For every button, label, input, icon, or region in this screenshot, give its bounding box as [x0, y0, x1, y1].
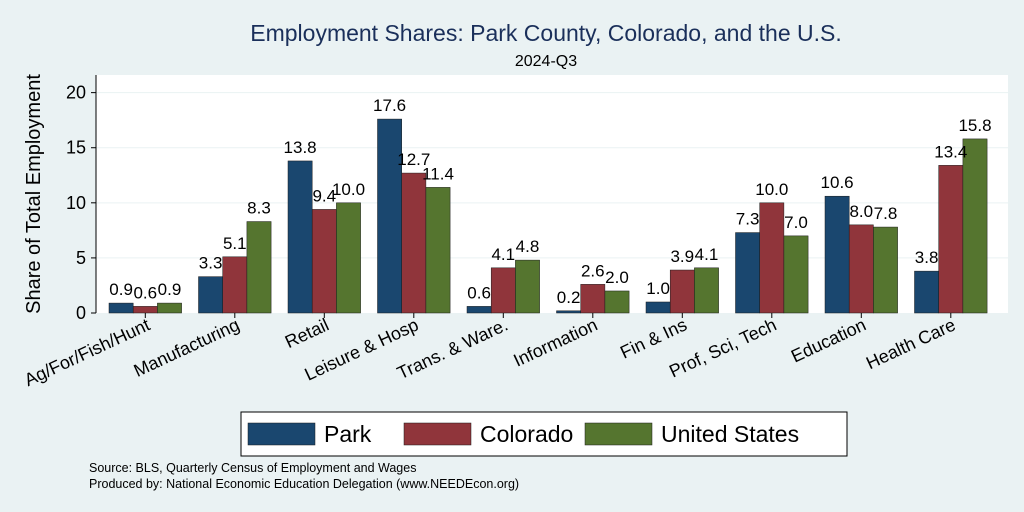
data-label: 8.0: [849, 202, 873, 221]
data-label: 15.8: [958, 116, 991, 135]
y-axis: 0 5 10 15 20: [66, 75, 97, 323]
bar-park: [735, 232, 760, 314]
legend-box: [240, 411, 848, 457]
bar-colorado: [311, 209, 337, 314]
data-label: 8.3: [247, 199, 271, 218]
data-label: 7.3: [736, 210, 760, 229]
data-label: 0.6: [467, 283, 491, 302]
bar-park: [466, 306, 492, 314]
data-label: 0.2: [557, 288, 581, 307]
data-label: 4.8: [516, 237, 540, 256]
legend: Park Colorado United States: [240, 411, 848, 457]
data-label: 13.8: [284, 138, 317, 157]
bar-park: [556, 310, 581, 314]
data-label: 4.1: [695, 245, 719, 264]
data-label: 1.0: [646, 279, 670, 298]
produced-note: Produced by: National Economic Education…: [89, 477, 519, 491]
bar-colorado: [580, 284, 606, 314]
bar-united-states: [157, 302, 182, 314]
bar-united-states: [604, 290, 630, 314]
data-label: 10.0: [332, 180, 365, 199]
legend-label: United States: [661, 421, 799, 447]
bar-colorado: [401, 172, 427, 314]
data-label: 2.0: [605, 268, 629, 287]
bar-colorado: [132, 306, 158, 314]
legend-swatch-park: [247, 422, 316, 446]
bar-park: [377, 118, 402, 314]
bar-united-states: [425, 187, 451, 314]
data-label: 12.7: [397, 150, 430, 169]
legend-label: Colorado: [480, 421, 573, 447]
y-tick-label: 20: [66, 83, 86, 103]
data-labels: 0.9 0.6 0.93.35.18.313.89.410.017.612.711.…: [109, 96, 991, 307]
chart-title: Employment Shares: Park County, Colorado…: [250, 20, 841, 46]
bar-colorado: [490, 267, 516, 314]
bar-park: [645, 301, 671, 314]
chart-subtitle: 2024-Q3: [515, 53, 577, 70]
y-tick-label: 5: [76, 248, 86, 268]
data-label: 11.4: [422, 164, 454, 183]
data-label: 3.9: [670, 247, 694, 266]
y-axis-title: Share of Total Employment: [23, 74, 45, 314]
data-label: 5.1: [223, 234, 247, 253]
bar-colorado: [222, 256, 248, 314]
y-tick-label: 10: [66, 193, 86, 213]
bar-united-states: [873, 226, 898, 314]
bar-united-states: [694, 267, 719, 314]
x-category-label: Health Care: [863, 314, 959, 373]
bar-colorado: [848, 224, 874, 314]
data-label: 0.9: [109, 280, 133, 299]
data-label: 17.6: [373, 96, 406, 115]
data-label: 7.8: [874, 204, 898, 223]
data-label: 3.8: [915, 248, 939, 267]
bar-park: [287, 160, 313, 314]
bar-park: [108, 302, 134, 314]
bar-park: [824, 195, 850, 314]
x-category-label: Fin & Ins: [617, 314, 690, 362]
legend-swatch-colorado: [403, 422, 472, 446]
legend-label: Park: [324, 421, 372, 447]
bar-united-states: [962, 138, 988, 314]
bar-united-states: [336, 202, 361, 314]
data-label: 2.6: [581, 261, 605, 280]
bar-park: [914, 270, 939, 314]
data-label: 7.0: [784, 213, 808, 232]
data-label: 0.9: [158, 280, 182, 299]
bar-park: [198, 276, 223, 314]
data-label: 9.4: [312, 186, 336, 205]
data-label: 3.3: [199, 254, 223, 273]
x-category-label: Retail: [282, 314, 332, 352]
y-tick-label: 15: [66, 138, 86, 158]
legend-swatch-united-states: [584, 422, 653, 446]
data-label: 0.6: [133, 283, 157, 302]
data-label: 10.0: [755, 180, 788, 199]
bar-united-states: [246, 221, 272, 314]
bars: [108, 118, 988, 314]
bar-colorado: [938, 165, 964, 314]
data-label: 4.1: [491, 245, 515, 264]
x-category-label: Information: [510, 314, 600, 370]
bar-united-states: [515, 259, 540, 314]
data-label: 10.6: [821, 173, 854, 192]
bar-united-states: [783, 235, 809, 314]
data-label: 13.4: [934, 142, 967, 161]
source-note: Source: BLS, Quarterly Census of Employm…: [89, 461, 416, 475]
bar-colorado: [759, 202, 785, 314]
x-category-label: Ag/For/Fish/Hunt: [21, 314, 153, 390]
bar-colorado: [669, 269, 695, 314]
y-tick-label: 0: [76, 303, 86, 323]
x-category-label: Education: [788, 314, 869, 366]
